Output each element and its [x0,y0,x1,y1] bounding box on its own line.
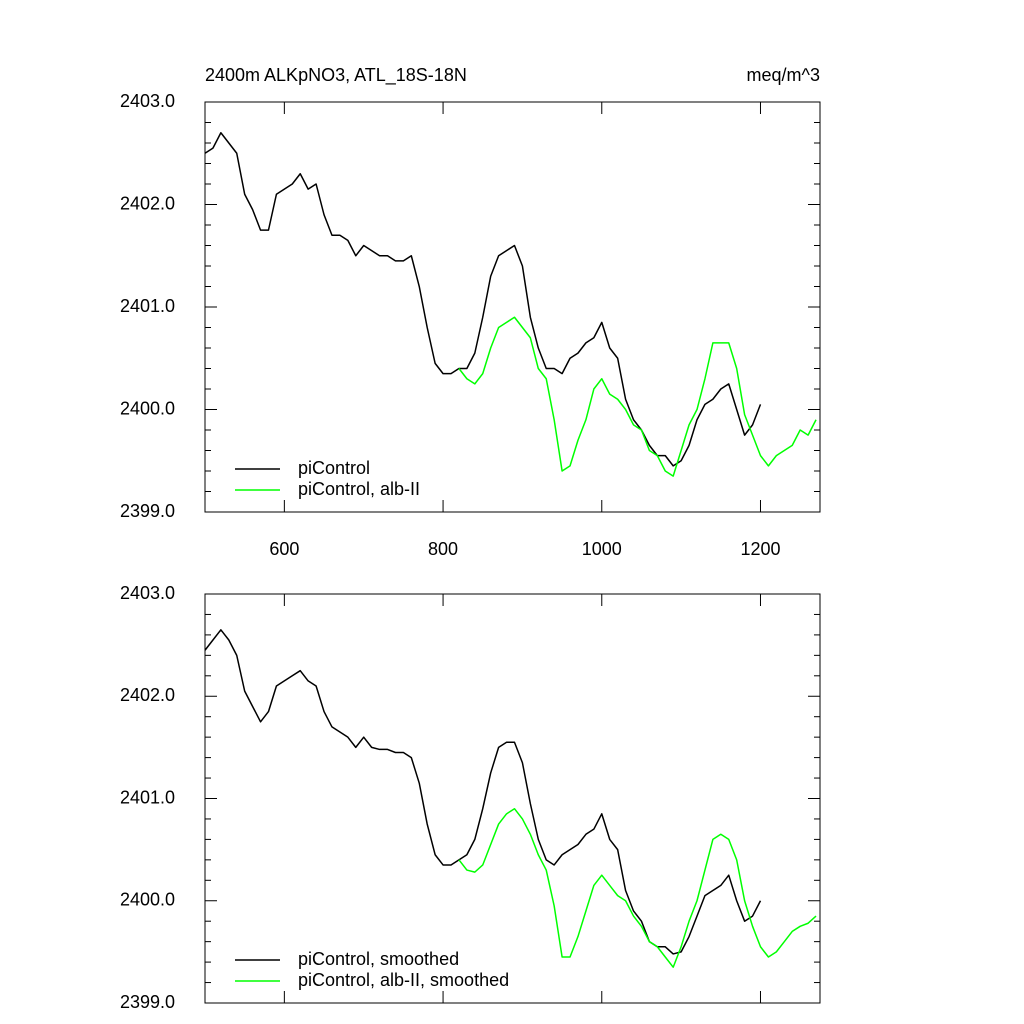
y-tick-label: 2402.0 [120,685,175,705]
x-tick-label: 600 [269,539,299,559]
y-tick-label: 2403.0 [120,583,175,603]
x-tick-label: 1000 [582,539,622,559]
plot-frame [204,593,821,1004]
y-tick-label: 2401.0 [120,787,175,807]
plot-frame [204,101,821,513]
data-line [458,316,817,477]
y-tick-label: 2400.0 [120,890,175,910]
x-tick-label: 1200 [740,539,780,559]
y-tick-label: 2399.0 [120,501,175,521]
legend-label: piControl, alb-II, smoothed [298,970,509,990]
y-tick-label: 2402.0 [120,193,175,213]
y-tick-label: 2400.0 [120,398,175,418]
x-tick-label: 800 [428,539,458,559]
y-tick-label: 2403.0 [120,91,175,111]
chart-title: 2400m ALKpNO3, ATL_18S-18N [205,65,467,86]
legend-label: piControl, smoothed [298,949,459,969]
data-line [204,132,762,467]
data-line [204,629,762,955]
units-label: meq/m^3 [747,65,820,85]
data-line [458,807,817,968]
y-tick-label: 2401.0 [120,296,175,316]
y-tick-label: 2399.0 [120,992,175,1012]
legend-label: piControl, alb-II [298,479,420,499]
legend-label: piControl [298,458,370,478]
